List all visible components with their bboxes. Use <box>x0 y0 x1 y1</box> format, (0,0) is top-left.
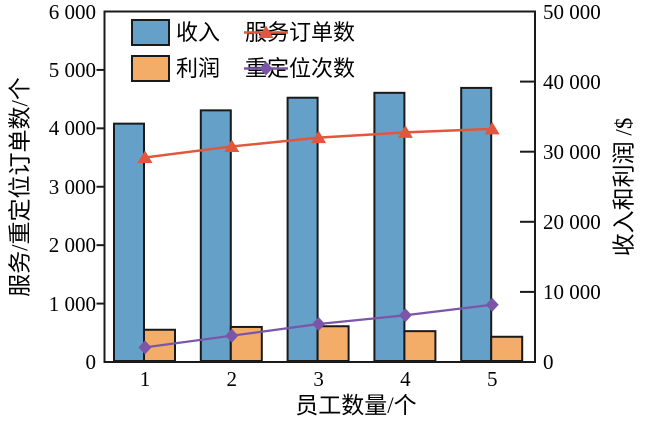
right-axis-tick-label: 10 000 <box>543 279 601 304</box>
legend-item-orders: 服务订单数 <box>243 19 355 46</box>
relocations-marker-diamond-icon <box>485 297 499 312</box>
right-axis-tick-label: 0 <box>543 350 554 374</box>
relocations-marker-diamond-icon <box>398 308 412 323</box>
left-axis-title: 服务/重定位订单数/个 <box>7 77 33 297</box>
left-axis-tick-label: 5 000 <box>48 57 96 82</box>
legend-item-revenue: 收入 <box>131 19 220 46</box>
left-axis-tick-label: 3 000 <box>48 174 96 199</box>
left-axis-tick-label: 6 000 <box>48 0 96 24</box>
orders-marker-triangle-icon <box>484 121 500 135</box>
orders-marker-triangle-icon <box>224 139 240 152</box>
triangle-line-icon <box>244 25 288 38</box>
right-axis-tick-label: 40 000 <box>543 69 601 94</box>
x-axis-title: 员工数量/个 <box>295 393 417 418</box>
legend-label-profit: 利润 <box>176 56 221 81</box>
profit-bar <box>490 335 524 363</box>
right-axis-tick-label: 20 000 <box>543 209 601 234</box>
legend-label-revenue: 收入 <box>176 20 221 45</box>
left-axis-tick-label: 1 000 <box>48 291 96 316</box>
x-axis-tick-label: 3 <box>313 367 324 391</box>
profit-bar <box>403 330 437 363</box>
orders-marker-triangle-icon <box>311 130 327 144</box>
left-axis-tick-label: 4 000 <box>48 116 96 141</box>
revenue-swatch-icon <box>131 19 170 46</box>
right-axis-title: 收入和利润 /$ <box>611 117 637 257</box>
profit-swatch-icon <box>131 55 170 82</box>
legend-item-profit: 利润 <box>131 55 220 82</box>
orders-marker-triangle-icon <box>397 125 413 138</box>
x-axis-tick-label: 1 <box>139 367 151 391</box>
x-axis-tick-label: 2 <box>226 367 238 391</box>
left-axis-tick-label: 0 <box>85 350 97 374</box>
revenue-bar <box>113 122 145 362</box>
x-axis-tick-label: 5 <box>486 367 498 391</box>
orders-marker-triangle-icon <box>137 150 153 164</box>
x-axis-tick-label: 4 <box>400 367 411 391</box>
right-axis-tick-label: 30 000 <box>543 139 601 164</box>
left-axis-tick-label: 2 000 <box>48 233 96 258</box>
relocations-marker-diamond-icon <box>138 340 152 355</box>
profit-bar <box>316 325 350 362</box>
relocations-marker-diamond-icon <box>225 328 239 343</box>
diamond-line-icon <box>244 61 288 76</box>
relocations-marker-diamond-icon <box>312 317 326 332</box>
legend-item-relocations: 重定位次数 <box>243 55 355 82</box>
right-axis-tick-label: 50 000 <box>543 0 601 24</box>
